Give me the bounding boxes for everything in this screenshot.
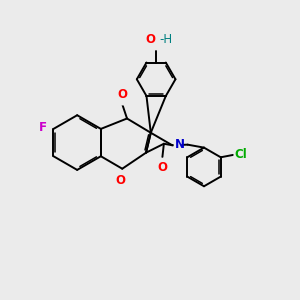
FancyBboxPatch shape (119, 98, 126, 105)
FancyBboxPatch shape (149, 43, 165, 50)
Text: O: O (146, 34, 156, 46)
Text: Cl: Cl (235, 148, 248, 161)
FancyBboxPatch shape (158, 158, 166, 166)
FancyBboxPatch shape (116, 171, 125, 179)
Text: -H: -H (159, 34, 172, 46)
Text: O: O (158, 161, 167, 174)
FancyBboxPatch shape (174, 140, 182, 148)
Text: O: O (117, 88, 127, 101)
Text: O: O (116, 174, 126, 187)
Text: F: F (39, 121, 47, 134)
FancyBboxPatch shape (233, 150, 244, 158)
Text: N: N (175, 138, 185, 151)
FancyBboxPatch shape (41, 124, 48, 131)
